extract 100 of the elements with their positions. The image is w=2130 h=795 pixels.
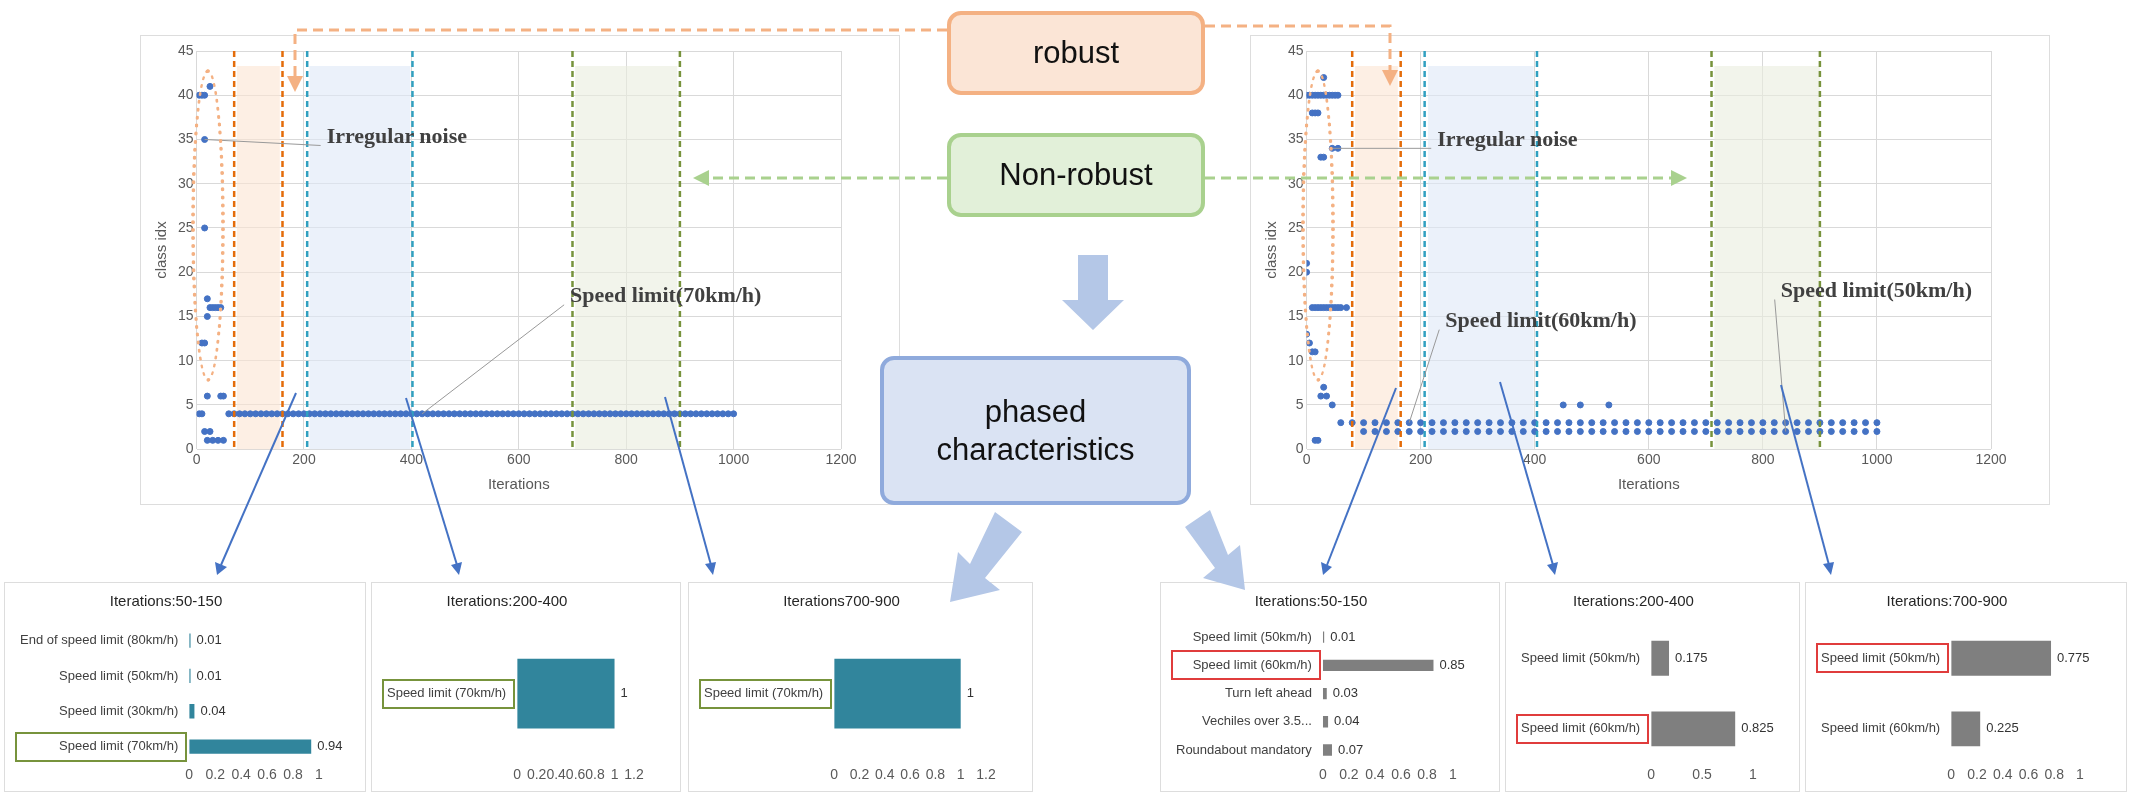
x-tick-label: 0.4 (546, 766, 567, 783)
x-tick-label: 1000 (718, 451, 750, 468)
data-label: 0.04 (200, 702, 226, 718)
x-tick-label: 0 (1318, 766, 1327, 783)
y-tick-label: 10 (1287, 351, 1304, 368)
x-tick-label: 200 (1408, 451, 1433, 468)
y-tick-label: 45 (177, 41, 194, 58)
bar (1322, 716, 1329, 728)
bar (189, 739, 312, 754)
data-label: 0.01 (196, 667, 222, 683)
data-label: 0.85 (1439, 656, 1465, 672)
y-tick-label: Speed limit (50km/h) (1820, 649, 1941, 665)
x-tick-label: 0.6 (2018, 766, 2039, 783)
x-tick-label: 800 (1751, 451, 1775, 468)
chart-title: Iterations:50-150 (109, 592, 223, 610)
chart-title: Iterations:50-150 (1254, 592, 1368, 610)
x-tick-label: 400 (1523, 451, 1547, 468)
x-tick-label: 1.2 (624, 766, 644, 783)
x-tick-label: 1200 (1975, 451, 2007, 468)
x-tick-label: 0.8 (925, 766, 946, 783)
bar (1322, 744, 1332, 756)
chart-title: Iterations700-900 (783, 592, 900, 610)
chart-title: Iterations:700-900 (1886, 592, 2008, 610)
x-tick-label: 0 (830, 766, 839, 783)
y-tick-label: Speed limit (60km/h) (1520, 720, 1641, 736)
x-tick-label: 0.2 (205, 766, 226, 783)
x-tick-label: 0.2 (526, 766, 547, 783)
x-tick-label: 0.8 (283, 766, 303, 783)
y-tick-label: 5 (185, 395, 194, 412)
x-tick-label: 1 (956, 766, 965, 783)
annotation: Speed limit(70km/h) (570, 282, 762, 308)
chart-title: Iterations:200-400 (1573, 592, 1694, 610)
y-tick-label: Speed limit (60km/h) (1820, 720, 1941, 736)
y-tick-label: 25 (1287, 218, 1304, 235)
y-tick-label: Speed limit (50km/h) (1520, 649, 1641, 665)
y-tick-label: 35 (177, 130, 194, 147)
x-tick-label: 0.4 (1992, 766, 2013, 783)
x-tick-label: 0.4 (1365, 766, 1385, 783)
y-tick-label: 0 (1295, 440, 1304, 457)
chart-title: Iterations:200-400 (446, 592, 568, 610)
bar (1322, 687, 1327, 700)
y-tick-label: 20 (1287, 263, 1304, 280)
y-tick-label: 25 (177, 218, 194, 235)
x-tick-label: 200 (292, 451, 316, 468)
x-tick-label: 1 (1449, 766, 1458, 783)
text: robust (947, 11, 1205, 95)
x-tick-label: 400 (399, 451, 424, 468)
y-tick-label: 0 (185, 440, 194, 457)
y-tick-label: Speed limit (70km/h) (59, 738, 179, 754)
y-tick-label: 30 (177, 174, 194, 191)
y-tick-label: 40 (177, 86, 194, 103)
annotation: Speed limit(60km/h) (1445, 307, 1637, 333)
data-label: 0.04 (1334, 713, 1360, 729)
y-tick-label: Speed limit (30km/h) (59, 702, 179, 718)
x-tick-label: 0.8 (2044, 766, 2065, 783)
data-label: 0.01 (1330, 628, 1356, 644)
bar (1322, 659, 1434, 672)
x-axis-title: Iterations (1617, 475, 1680, 493)
x-tick-label: 1.2 (976, 766, 996, 783)
y-tick-label: 15 (177, 307, 194, 324)
x-tick-label: 0.6 (257, 766, 278, 783)
x-tick-label: 0 (513, 766, 522, 783)
y-tick-label: 45 (1287, 41, 1304, 58)
data-label: 1 (966, 685, 974, 701)
x-tick-label: 0.6 (565, 766, 586, 783)
x-tick-label: 0.8 (585, 766, 606, 783)
y-tick-label: 10 (177, 351, 194, 368)
data-label: 0.01 (196, 632, 222, 648)
y-tick-label: Speed limit (50km/h) (1192, 628, 1312, 644)
x-tick-label: 0.4 (875, 766, 895, 783)
data-label: 0.94 (317, 738, 343, 754)
x-tick-label: 1 (610, 766, 619, 783)
x-tick-label: 800 (614, 451, 639, 468)
data-label: 0.825 (1741, 720, 1774, 736)
x-tick-label: 0.2 (1967, 766, 1987, 783)
x-tick-label: 0.6 (1391, 766, 1411, 783)
x-tick-label: 1000 (1861, 451, 1893, 468)
x-tick-label: 0.4 (231, 766, 252, 783)
x-tick-label: 1 (2076, 766, 2085, 783)
y-tick-label: Speed limit (70km/h) (386, 685, 507, 701)
y-tick-label: Speed limit (70km/h) (703, 685, 824, 701)
x-tick-label: 0.2 (849, 766, 870, 783)
data-label: 0.775 (2057, 649, 2090, 665)
x-tick-label: 600 (507, 451, 531, 468)
x-tick-label: 0.5 (1692, 766, 1713, 783)
y-tick-label: Roundabout mandatory (1176, 741, 1313, 757)
annotation: Irregular noise (1437, 126, 1578, 152)
y-axis-title: class idx (1262, 220, 1280, 279)
data-label: 0.175 (1675, 649, 1708, 665)
annotation: Speed limit(50km/h) (1780, 277, 1972, 303)
y-tick-label: 15 (1287, 307, 1304, 324)
x-tick-label: 0.2 (1339, 766, 1359, 783)
y-tick-label: End of speed limit (80km/h) (20, 632, 179, 648)
data-label: 0.03 (1332, 685, 1359, 701)
x-tick-label: 1 (315, 766, 324, 783)
y-tick-label: 5 (1295, 395, 1304, 412)
y-tick-label: 20 (177, 263, 194, 280)
data-label: 1 (620, 685, 628, 701)
y-tick-label: Speed limit (50km/h) (59, 667, 179, 683)
y-axis-title: class idx (152, 220, 170, 279)
